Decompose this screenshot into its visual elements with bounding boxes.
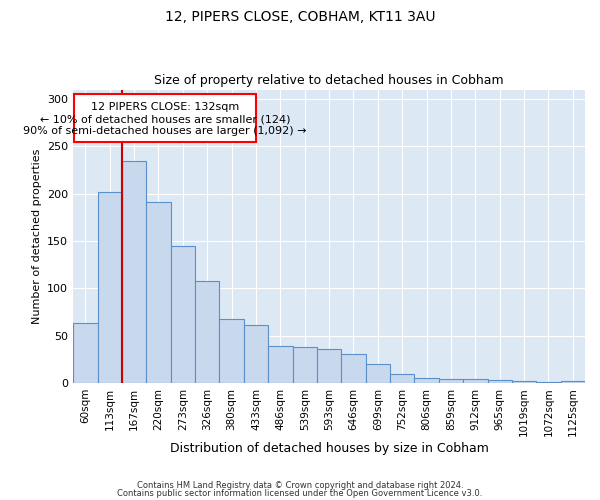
Bar xyxy=(512,381,536,383)
Bar xyxy=(415,378,439,383)
Bar xyxy=(74,94,256,142)
Bar xyxy=(146,202,170,383)
Bar xyxy=(244,325,268,383)
Bar xyxy=(293,347,317,383)
Text: 90% of semi-detached houses are larger (1,092) →: 90% of semi-detached houses are larger (… xyxy=(23,126,307,136)
Bar xyxy=(560,381,585,383)
Y-axis label: Number of detached properties: Number of detached properties xyxy=(32,148,41,324)
X-axis label: Distribution of detached houses by size in Cobham: Distribution of detached houses by size … xyxy=(170,442,488,455)
Bar xyxy=(488,380,512,383)
Bar xyxy=(439,379,463,383)
Bar xyxy=(195,280,220,383)
Text: Contains public sector information licensed under the Open Government Licence v3: Contains public sector information licen… xyxy=(118,488,482,498)
Bar xyxy=(317,349,341,383)
Bar xyxy=(341,354,365,383)
Text: Contains HM Land Registry data © Crown copyright and database right 2024.: Contains HM Land Registry data © Crown c… xyxy=(137,481,463,490)
Bar xyxy=(170,246,195,383)
Text: 12, PIPERS CLOSE, COBHAM, KT11 3AU: 12, PIPERS CLOSE, COBHAM, KT11 3AU xyxy=(165,10,435,24)
Bar xyxy=(73,323,98,383)
Bar xyxy=(463,379,488,383)
Text: 12 PIPERS CLOSE: 132sqm: 12 PIPERS CLOSE: 132sqm xyxy=(91,102,239,112)
Title: Size of property relative to detached houses in Cobham: Size of property relative to detached ho… xyxy=(154,74,504,87)
Bar xyxy=(536,382,560,383)
Bar xyxy=(268,346,293,383)
Bar xyxy=(122,162,146,383)
Bar xyxy=(220,320,244,383)
Bar xyxy=(98,192,122,383)
Bar xyxy=(365,364,390,383)
Bar xyxy=(390,374,415,383)
Text: ← 10% of detached houses are smaller (124): ← 10% of detached houses are smaller (12… xyxy=(40,114,290,124)
